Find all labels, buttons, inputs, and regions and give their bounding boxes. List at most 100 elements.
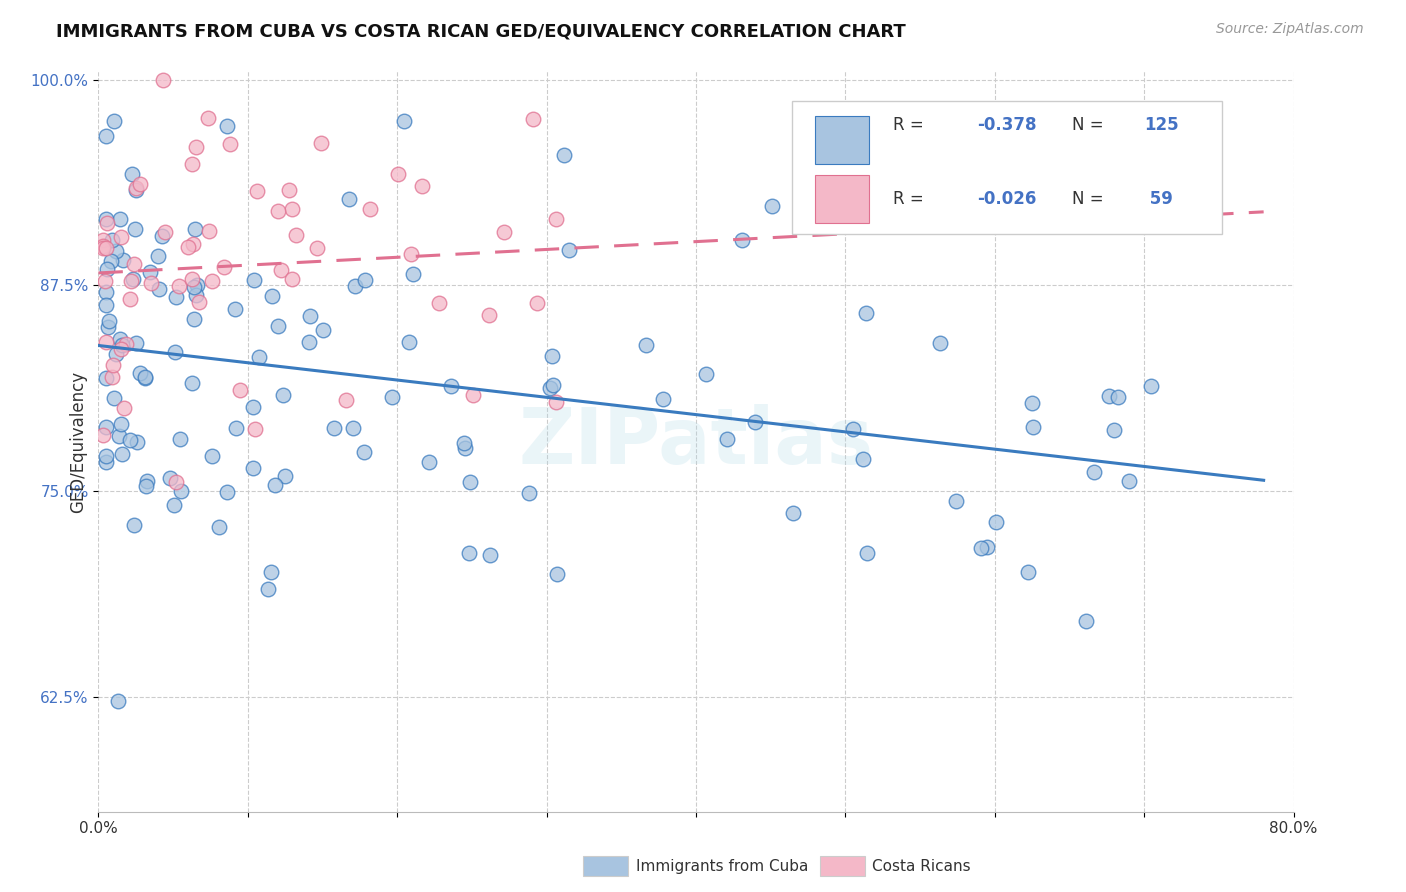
Point — [492, 225, 515, 239]
Point — [91, 233, 114, 247]
Point — [278, 183, 301, 197]
Point — [298, 310, 321, 324]
Point — [247, 350, 270, 364]
Point — [359, 202, 381, 216]
Point — [201, 450, 224, 464]
Point — [782, 506, 804, 520]
Text: R =: R = — [893, 190, 929, 208]
Point — [522, 112, 544, 127]
Point — [761, 198, 783, 212]
Point — [110, 230, 132, 244]
Point — [260, 565, 283, 579]
Point — [201, 274, 224, 288]
Point — [177, 240, 200, 254]
Point — [98, 313, 121, 327]
Point — [108, 429, 131, 443]
Point — [128, 177, 150, 191]
Point — [212, 260, 235, 275]
Point — [976, 540, 998, 554]
Point — [139, 265, 162, 279]
Point — [110, 447, 132, 461]
Point — [440, 379, 463, 393]
Text: Costa Ricans: Costa Ricans — [872, 859, 970, 873]
Point — [744, 415, 766, 429]
Point — [353, 445, 375, 459]
Point — [274, 469, 297, 483]
Point — [411, 178, 433, 193]
Text: ZIPatlas: ZIPatlas — [519, 403, 873, 480]
Point — [540, 350, 562, 364]
Point — [96, 216, 118, 230]
Point — [418, 455, 440, 469]
Point — [225, 421, 247, 435]
Point — [101, 359, 124, 373]
Point — [478, 308, 501, 322]
Point — [280, 202, 302, 216]
Point — [243, 422, 266, 436]
Point — [526, 295, 548, 310]
Point — [107, 694, 129, 708]
Text: R =: R = — [893, 116, 929, 134]
Point — [242, 400, 264, 414]
Point — [945, 494, 967, 508]
Point — [197, 111, 219, 125]
Point — [91, 241, 114, 255]
Point — [115, 337, 138, 351]
Point — [127, 435, 149, 450]
Point — [94, 241, 117, 255]
Text: Source: ZipAtlas.com: Source: ZipAtlas.com — [1216, 22, 1364, 37]
Point — [148, 282, 170, 296]
Point — [305, 241, 328, 255]
Point — [271, 388, 294, 402]
Point — [224, 302, 246, 317]
Point — [546, 566, 568, 581]
Point — [103, 392, 125, 406]
Point — [112, 401, 135, 416]
Bar — [815, 175, 869, 223]
Point — [986, 515, 1008, 529]
Point — [1139, 379, 1161, 393]
Point — [458, 546, 481, 560]
Point — [180, 157, 202, 171]
Point — [1017, 565, 1039, 579]
Point — [1118, 475, 1140, 489]
Point — [97, 320, 120, 334]
Point — [298, 335, 321, 350]
Point — [538, 381, 561, 395]
Point — [517, 486, 540, 500]
Point — [217, 484, 239, 499]
Point — [167, 279, 190, 293]
Point — [111, 338, 134, 352]
Point — [152, 72, 174, 87]
Point — [458, 475, 481, 490]
Text: -0.026: -0.026 — [977, 190, 1036, 208]
Text: 59: 59 — [1144, 190, 1173, 208]
Point — [852, 452, 875, 467]
Point — [402, 267, 425, 281]
Point — [134, 370, 156, 384]
Point — [180, 272, 202, 286]
Point — [429, 296, 451, 310]
Point — [454, 441, 477, 455]
Point — [93, 239, 115, 253]
Point — [94, 449, 117, 463]
Point — [100, 254, 122, 268]
Point — [186, 277, 208, 292]
Text: 125: 125 — [1144, 116, 1178, 134]
Point — [401, 247, 423, 261]
Point — [181, 376, 204, 390]
Point — [186, 288, 208, 302]
Point — [1104, 424, 1126, 438]
Point — [110, 342, 132, 356]
Point — [163, 498, 186, 512]
Point — [354, 273, 377, 287]
Point — [91, 428, 114, 442]
Point — [94, 455, 117, 469]
Point — [188, 295, 211, 310]
Point — [270, 262, 292, 277]
Point — [281, 272, 304, 286]
Point — [94, 335, 117, 350]
Point — [120, 274, 142, 288]
FancyBboxPatch shape — [792, 101, 1222, 235]
Point — [181, 236, 204, 251]
